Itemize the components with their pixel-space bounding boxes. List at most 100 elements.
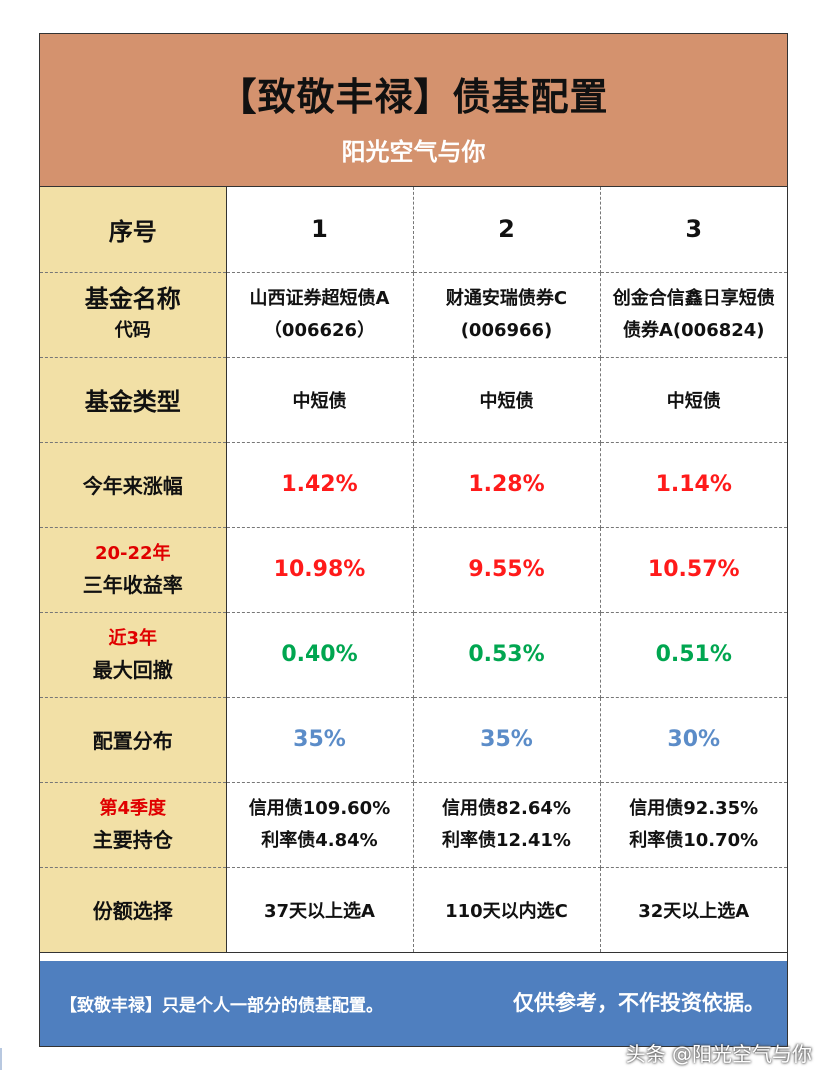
three-year-return: 10.98% [273, 557, 366, 582]
ytd-return: 1.28% [468, 472, 545, 497]
cell-share-2: 110天以内选C [413, 867, 601, 953]
cell-allocation-3: 30% [600, 697, 787, 783]
cell-drawdown-2: 0.53% [413, 612, 601, 698]
credit-bond-share: 信用债109.60% [248, 797, 391, 819]
fund-name: 财通安瑞债券C [445, 287, 568, 309]
row-label-period: 第4季度 [99, 797, 167, 819]
table-row-drawdown: 近3年 最大回撤 0.40% 0.53% 0.51% [40, 612, 787, 698]
max-drawdown: 0.40% [281, 642, 358, 667]
fund-name: 山西证券超短债A [249, 287, 390, 309]
row-label-text: 序号 [108, 217, 157, 246]
footer-note: 【致敬丰禄】只是个人一部分的债基配置。 [60, 996, 383, 1016]
fund-name: 创金合信鑫日享短债 [612, 287, 775, 309]
table-row-share: 份额选择 37天以上选A 110天以内选C 32天以上选A [40, 867, 787, 953]
cell-three-year-1: 10.98% [226, 527, 414, 613]
cell-drawdown-3: 0.51% [600, 612, 787, 698]
row-label-text: 基金名称 [84, 284, 181, 313]
table-row-seq: 序号 1 2 3 [40, 187, 787, 273]
row-label-holdings: 第4季度 主要持仓 [40, 782, 227, 868]
row-label-period: 20-22年 [94, 542, 171, 564]
page-title: 【致敬丰禄】债基配置 [218, 75, 609, 119]
rate-bond-share: 利率债12.41% [442, 829, 571, 851]
table-row-holdings: 第4季度 主要持仓 信用债109.60% 利率债4.84% 信用债82.64% … [40, 782, 787, 868]
rate-bond-share: 利率债4.84% [261, 829, 378, 851]
cell-three-year-2: 9.55% [413, 527, 601, 613]
table-row-ytd: 今年来涨幅 1.42% 1.28% 1.14% [40, 442, 787, 528]
fund-type: 中短债 [666, 390, 721, 412]
cell-holdings-3: 信用债92.35% 利率债10.70% [600, 782, 787, 868]
row-label-text: 配置分布 [92, 729, 173, 753]
row-label-text: 主要持仓 [92, 827, 173, 852]
cell-ytd-3: 1.14% [600, 442, 787, 528]
edge-divider [0, 1048, 2, 1070]
fund-code: (006966) [460, 319, 553, 341]
fund-type: 中短债 [292, 390, 347, 412]
cell-ytd-2: 1.28% [413, 442, 601, 528]
row-label-allocation: 配置分布 [40, 697, 227, 783]
cell-holdings-2: 信用债82.64% 利率债12.41% [413, 782, 601, 868]
cell-allocation-1: 35% [226, 697, 414, 783]
allocation-percent: 35% [293, 727, 346, 752]
cell-ytd-1: 1.42% [226, 442, 414, 528]
table-row-type: 基金类型 中短债 中短债 中短债 [40, 357, 787, 443]
cell-allocation-2: 35% [413, 697, 601, 783]
allocation-percent: 30% [667, 727, 721, 752]
credit-bond-share: 信用债92.35% [629, 797, 759, 819]
cell-type-3: 中短债 [600, 357, 787, 443]
table-row-three-year: 20-22年 三年收益率 10.98% 9.55% 10.57% [40, 527, 787, 613]
cell-name-1: 山西证券超短债A （006626） [226, 272, 414, 358]
row-label-period: 近3年 [108, 627, 158, 649]
fund-config-card: 【致敬丰禄】债基配置 阳光空气与你 序号 1 2 3 基金名称 代码 山西证券超… [39, 33, 788, 1047]
row-label-text: 三年收益率 [82, 572, 183, 597]
cell-three-year-3: 10.57% [600, 527, 787, 613]
row-label-share: 份额选择 [40, 867, 227, 953]
footer-disclaimer: 仅供参考，不作投资依据。 [513, 991, 765, 1015]
cell-seq-2: 2 [413, 187, 601, 273]
cell-seq-1: 1 [226, 187, 414, 273]
max-drawdown: 0.51% [655, 642, 732, 667]
cell-seq-3: 3 [600, 187, 787, 273]
page-subtitle: 阳光空气与你 [341, 138, 486, 166]
fund-code: 债券A(006824) [622, 319, 765, 341]
row-label-text: 份额选择 [92, 899, 173, 923]
row-label-text: 基金类型 [84, 388, 181, 416]
max-drawdown: 0.53% [468, 642, 545, 667]
row-label-seq: 序号 [40, 187, 227, 273]
three-year-return: 10.57% [647, 557, 740, 582]
row-label-drawdown: 近3年 最大回撤 [40, 612, 227, 698]
share-class-choice: 37天以上选A [264, 900, 375, 922]
cell-holdings-1: 信用债109.60% 利率债4.84% [226, 782, 414, 868]
row-label-subtext: 代码 [114, 319, 151, 341]
table-row-allocation: 配置分布 35% 35% 30% [40, 697, 787, 783]
header-banner: 【致敬丰禄】债基配置 阳光空气与你 [40, 34, 787, 187]
source-watermark: 头条 @阳光空气与你 [625, 1042, 812, 1066]
cell-name-3: 创金合信鑫日享短债 债券A(006824) [600, 272, 787, 358]
fund-code: （006626） [263, 319, 376, 341]
share-class-choice: 110天以内选C [445, 900, 568, 922]
cell-type-2: 中短债 [413, 357, 601, 443]
row-label-type: 基金类型 [40, 357, 227, 443]
three-year-return: 9.55% [468, 557, 545, 582]
cell-type-1: 中短债 [226, 357, 414, 443]
seq-value: 2 [498, 215, 515, 244]
row-label-three-year: 20-22年 三年收益率 [40, 527, 227, 613]
ytd-return: 1.42% [281, 472, 358, 497]
cell-share-1: 37天以上选A [226, 867, 414, 953]
footer-banner: 【致敬丰禄】只是个人一部分的债基配置。 仅供参考，不作投资依据。 [40, 961, 787, 1046]
seq-value: 1 [311, 215, 328, 244]
fund-type: 中短债 [479, 390, 534, 412]
fund-table: 序号 1 2 3 基金名称 代码 山西证券超短债A （006626） 财通安瑞债… [40, 187, 787, 953]
allocation-percent: 35% [480, 727, 533, 752]
cell-drawdown-1: 0.40% [226, 612, 414, 698]
rate-bond-share: 利率债10.70% [629, 829, 759, 851]
table-row-name: 基金名称 代码 山西证券超短债A （006626） 财通安瑞债券C (00696… [40, 272, 787, 358]
cell-name-2: 财通安瑞债券C (006966) [413, 272, 601, 358]
row-label-name: 基金名称 代码 [40, 272, 227, 358]
row-label-text: 今年来涨幅 [82, 474, 183, 498]
cell-share-3: 32天以上选A [600, 867, 787, 953]
credit-bond-share: 信用债82.64% [442, 797, 571, 819]
ytd-return: 1.14% [655, 472, 732, 497]
seq-value: 3 [685, 215, 703, 244]
share-class-choice: 32天以上选A [638, 900, 750, 922]
row-label-ytd: 今年来涨幅 [40, 442, 227, 528]
